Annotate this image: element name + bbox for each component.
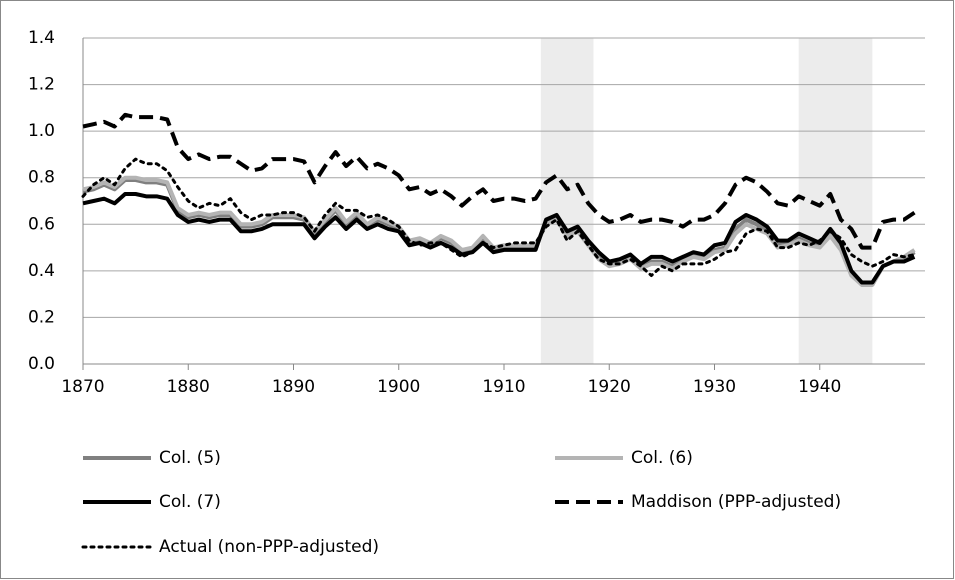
y-tick-label: 0.6: [28, 214, 55, 234]
x-tick-label: 1940: [798, 377, 841, 397]
series-line: [81, 157, 916, 278]
y-tick-label: 1.0: [28, 121, 55, 141]
legend-label: Maddison (PPP-adjusted): [631, 492, 841, 512]
x-tick-label: 1900: [377, 377, 420, 397]
series-line: [82, 192, 916, 285]
legend-label: Col. (6): [631, 448, 693, 468]
x-tick-label: 1890: [272, 377, 315, 397]
shaded-period: [798, 38, 873, 364]
legend-label: Col. (7): [159, 492, 221, 512]
y-tick-label: 0.0: [28, 354, 55, 374]
x-tick-label: 1880: [167, 377, 210, 397]
y-tick-label: 1.4: [28, 28, 55, 48]
y-tick-label: 0.8: [28, 168, 55, 188]
y-tick-label: 0.2: [28, 307, 55, 327]
legend-label: Actual (non-PPP-adjusted): [159, 537, 379, 557]
x-tick-label: 1930: [693, 377, 736, 397]
shaded-period: [540, 38, 594, 364]
legend-label: Col. (5): [159, 448, 221, 468]
y-tick-label: 0.4: [28, 261, 55, 281]
x-tick-label: 1920: [588, 377, 631, 397]
x-tick-label: 1910: [482, 377, 525, 397]
x-tick-label: 1870: [61, 377, 104, 397]
y-tick-label: 1.2: [28, 75, 55, 95]
series-line: [82, 112, 916, 250]
